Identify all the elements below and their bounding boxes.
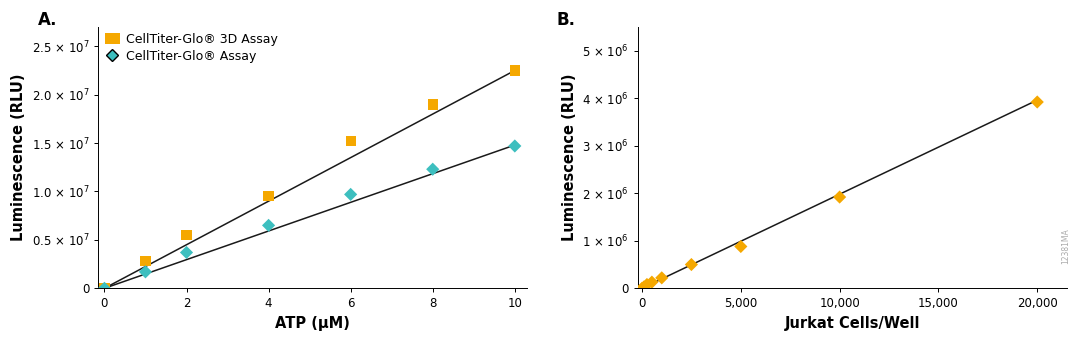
Point xyxy=(260,223,277,228)
Text: A.: A. xyxy=(38,11,58,29)
Point xyxy=(1028,99,1046,105)
Point xyxy=(342,192,359,197)
Point xyxy=(507,68,524,73)
Point xyxy=(96,286,113,291)
Point xyxy=(634,286,651,291)
Point xyxy=(137,259,154,264)
Point xyxy=(635,284,652,290)
Point xyxy=(653,275,671,280)
Y-axis label: Luminescence (RLU): Luminescence (RLU) xyxy=(562,74,577,241)
Point xyxy=(831,194,848,200)
Point xyxy=(732,244,749,249)
Point xyxy=(638,282,655,287)
Point xyxy=(424,167,441,172)
Point xyxy=(260,194,277,199)
X-axis label: ATP (μM): ATP (μM) xyxy=(275,316,350,331)
Point xyxy=(644,279,661,285)
Point xyxy=(507,143,524,149)
Text: B.: B. xyxy=(556,11,576,29)
Point xyxy=(342,139,359,144)
X-axis label: Jurkat Cells/Well: Jurkat Cells/Well xyxy=(785,316,921,331)
Legend: CellTiter-Glo® 3D Assay, CellTiter-Glo® Assay: CellTiter-Glo® 3D Assay, CellTiter-Glo® … xyxy=(105,33,278,63)
Point xyxy=(137,269,154,275)
Point xyxy=(424,102,441,107)
Point xyxy=(682,262,700,267)
Text: 12381MA: 12381MA xyxy=(1062,228,1070,264)
Point xyxy=(178,250,195,255)
Y-axis label: Luminescence (RLU): Luminescence (RLU) xyxy=(11,74,26,241)
Point xyxy=(178,232,195,238)
Point xyxy=(96,286,113,291)
